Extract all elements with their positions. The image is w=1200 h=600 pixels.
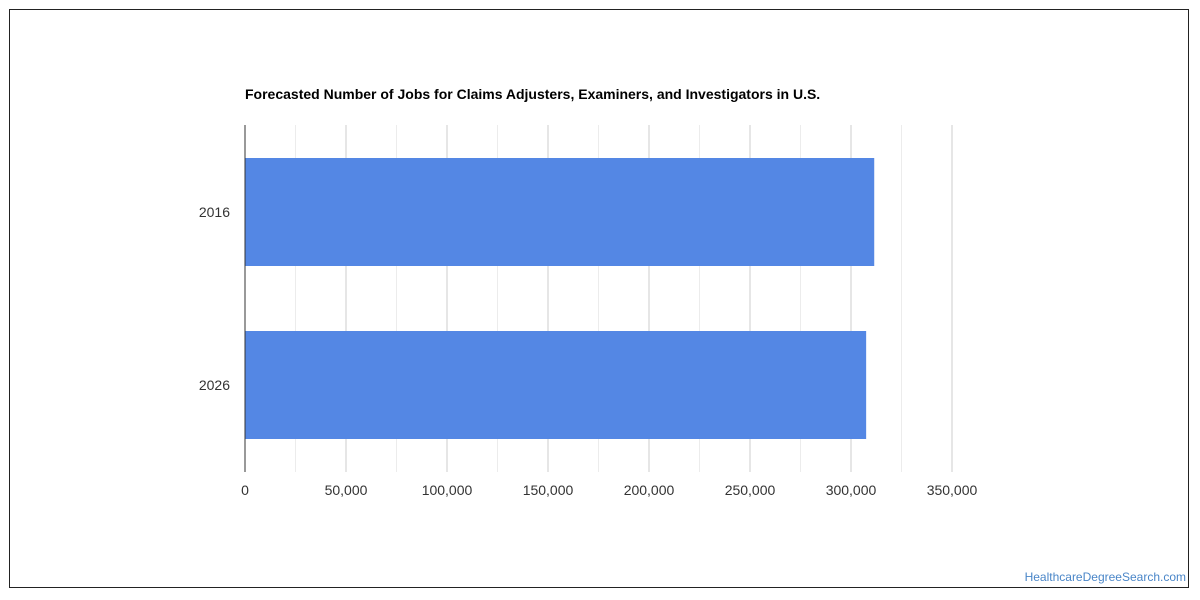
- x-tick-label: 200,000: [624, 482, 675, 498]
- bars: [245, 158, 875, 439]
- x-tick-label: 250,000: [725, 482, 776, 498]
- x-tick-label: 150,000: [523, 482, 574, 498]
- x-tick-label: 100,000: [422, 482, 473, 498]
- y-tick-label-2016: 2016: [199, 204, 230, 220]
- x-tick-label: 350,000: [927, 482, 978, 498]
- source-watermark[interactable]: HealthcareDegreeSearch.com: [1024, 570, 1186, 584]
- y-tick-label-2026: 2026: [199, 377, 230, 393]
- chart-title: Forecasted Number of Jobs for Claims Adj…: [245, 86, 821, 102]
- tick-labels: 2016 2026 0 50,000 100,000 150,000 200,000 250,…: [199, 204, 978, 498]
- bar-2016: [245, 158, 875, 266]
- bar-2026: [245, 331, 867, 439]
- x-tick-label: 300,000: [826, 482, 877, 498]
- x-tick-label: 0: [241, 482, 249, 498]
- x-tick-label: 50,000: [325, 482, 368, 498]
